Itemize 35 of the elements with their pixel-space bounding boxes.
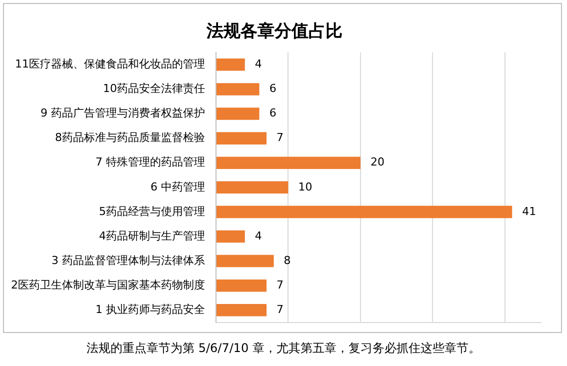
y-tick-label: 4药品研制与生产管理 bbox=[99, 229, 205, 242]
bar bbox=[216, 58, 245, 71]
data-label: 7 bbox=[276, 278, 284, 292]
y-tick-label: 11医疗器械、保健食品和化妆品的管理 bbox=[15, 58, 205, 71]
bar bbox=[216, 254, 274, 268]
bar bbox=[216, 206, 512, 218]
y-tick-label: 8药品标准与药品质量监督检验 bbox=[55, 131, 205, 144]
data-label: 4 bbox=[254, 58, 262, 71]
text: 法规的重点章节为第 5/6/7/10 章，尤其第五章，复习务必抓住这些章节。 bbox=[86, 340, 482, 357]
bar bbox=[216, 230, 245, 243]
y-tick-label: 10药品安全法律责任 bbox=[103, 82, 205, 96]
chart-title: 法规各章分值占比 bbox=[206, 22, 342, 42]
y-tick-label: 3 药品监督管理体制与法律体系 bbox=[52, 254, 205, 267]
y-tick-label: 6 中药管理 bbox=[150, 180, 205, 194]
data-label: 8 bbox=[284, 254, 291, 267]
bar bbox=[216, 83, 260, 96]
y-tick-label: 7 特殊管理的药品管理 bbox=[96, 156, 205, 169]
bar bbox=[216, 279, 267, 292]
y-tick-label: 1 执业药师与药品安全 bbox=[96, 302, 205, 316]
bar bbox=[216, 108, 260, 120]
data-label: 7 bbox=[276, 131, 284, 144]
y-tick-label: 2医药卫生体制改革与国家基本药物制度 bbox=[11, 278, 205, 292]
data-label: 6 bbox=[269, 106, 276, 120]
data-label: 10 bbox=[298, 180, 312, 194]
bar bbox=[216, 132, 267, 144]
y-tick-label: 9 药品广告管理与消费者权益保护 bbox=[40, 106, 205, 120]
data-label: 7 bbox=[276, 302, 284, 316]
bar bbox=[216, 156, 360, 169]
y-tick-label: 5药品经营与使用管理 bbox=[99, 204, 205, 218]
data-label: 41 bbox=[522, 204, 536, 218]
data-label: 4 bbox=[254, 229, 262, 242]
data-label: 20 bbox=[370, 156, 384, 169]
bar bbox=[216, 181, 288, 194]
bar bbox=[216, 304, 267, 316]
data-label: 6 bbox=[269, 82, 276, 96]
